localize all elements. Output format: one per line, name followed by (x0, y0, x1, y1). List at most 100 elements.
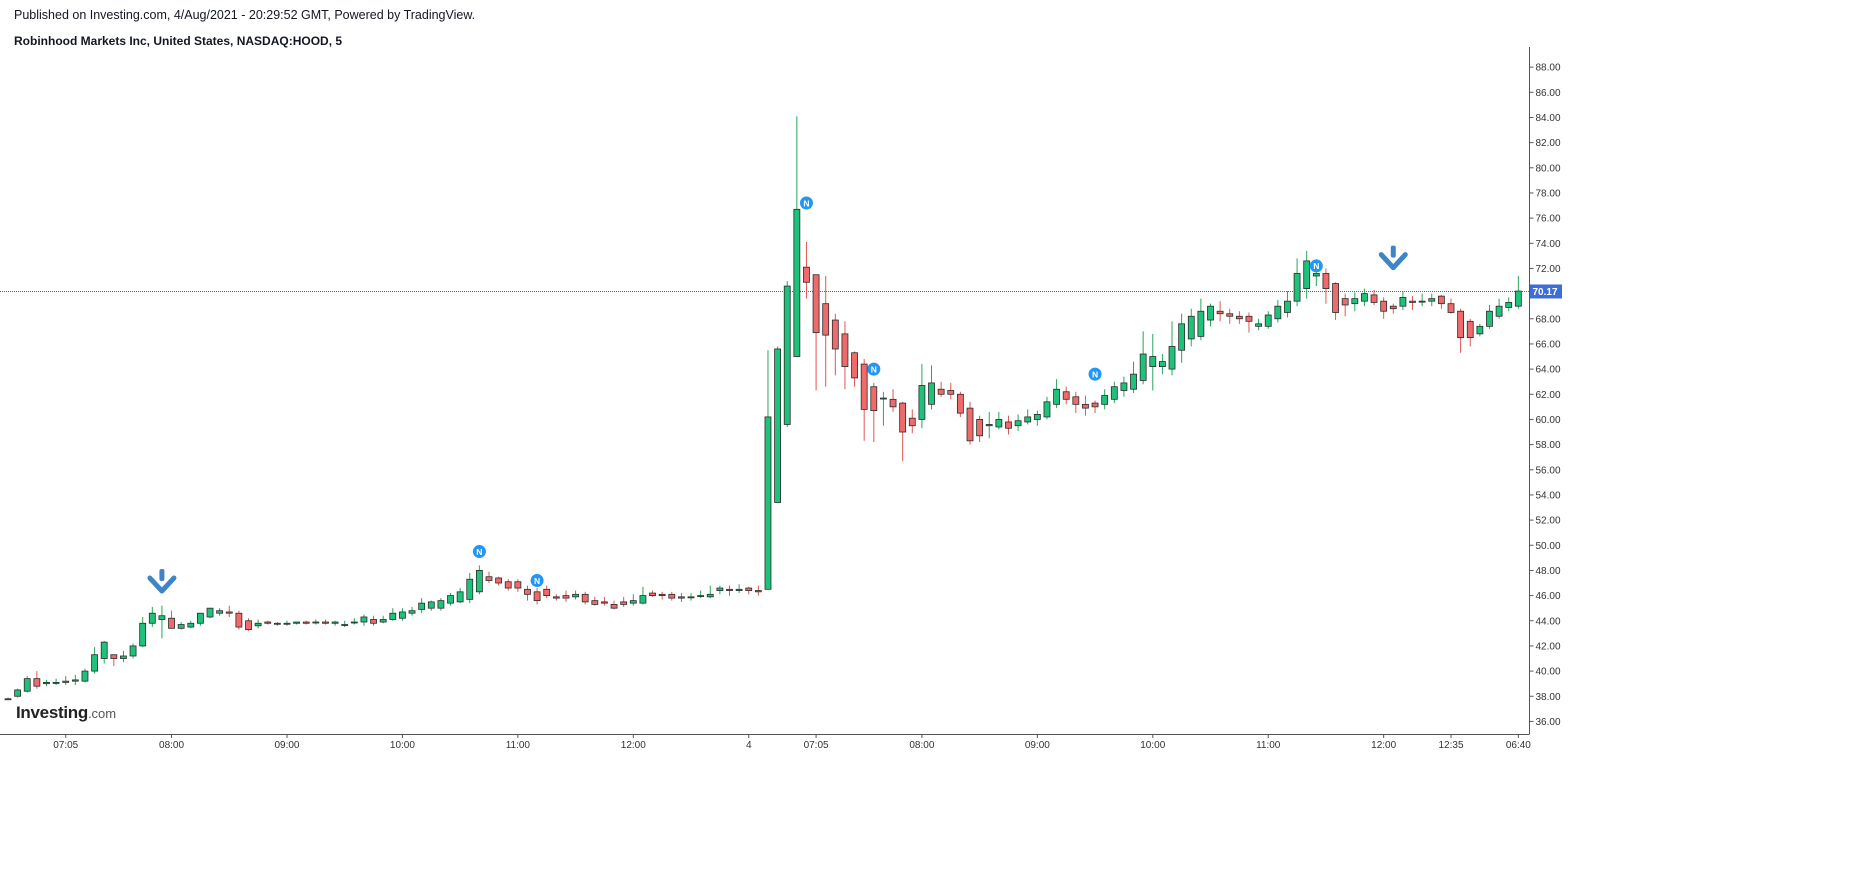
candle-body (456, 591, 464, 603)
candle (139, 616, 147, 648)
news-marker-icon[interactable]: N (867, 362, 881, 376)
candle-body (1216, 310, 1224, 315)
news-marker-icon[interactable]: N (472, 545, 486, 559)
candle-body (360, 616, 368, 623)
y-tick-label: 88.00 (1536, 63, 1561, 74)
candle-body (1235, 315, 1243, 320)
candle (14, 688, 22, 698)
news-marker-icon[interactable]: N (799, 196, 813, 210)
candle (908, 409, 916, 434)
candle (658, 591, 666, 600)
news-marker-label: N (803, 198, 809, 208)
candle (475, 565, 483, 595)
candle-body (658, 593, 666, 596)
x-tick-label: 11:00 (506, 740, 531, 751)
candle (379, 615, 387, 624)
news-marker-label: N (534, 576, 540, 586)
candle (928, 365, 935, 410)
candle-body (1332, 283, 1339, 313)
candle-body (918, 385, 926, 420)
candle-body (966, 407, 974, 442)
candle (1168, 321, 1176, 376)
candle (360, 614, 368, 626)
candle-body (1024, 416, 1032, 423)
x-tick-label: 08:00 (909, 740, 934, 751)
candle (976, 415, 984, 443)
candle-body (322, 621, 329, 624)
candle-body (1043, 401, 1051, 418)
candle (302, 620, 310, 625)
y-tick-label: 74.00 (1536, 239, 1561, 250)
candle-body (956, 393, 964, 414)
price-axis[interactable]: 36.00 38.00 40.00 42.00 44.00 46.00 48.00 50.00… (1529, 63, 1561, 728)
candle-body (216, 610, 224, 614)
candle-body (783, 285, 791, 425)
candle-body (399, 611, 406, 619)
candle-body (1139, 353, 1147, 381)
candle (533, 588, 541, 605)
candle-body (803, 266, 810, 283)
candle (726, 585, 733, 596)
candle (283, 620, 291, 626)
x-tick-label: 11:00 (1256, 740, 1281, 751)
candle (1110, 381, 1118, 404)
candle (495, 576, 503, 586)
x-tick-label: 12:00 (1371, 740, 1396, 751)
candle-body (908, 417, 916, 427)
y-tick-label: 62.00 (1536, 390, 1561, 401)
logo-suffix-text: .com (87, 706, 117, 721)
time-axis[interactable]: 07:05 08:00 09:00 10:00 11:00 12:00 4 07:05 08:0… (53, 734, 1531, 751)
candle (1293, 258, 1301, 307)
candle-body (543, 588, 551, 596)
news-marker-label: N (1313, 261, 1319, 271)
candle (1505, 297, 1513, 312)
news-marker-label: N (1092, 369, 1098, 379)
candle (408, 606, 416, 616)
candle (1447, 298, 1455, 314)
candle (610, 600, 618, 610)
news-marker-circle (867, 362, 881, 376)
candle (168, 610, 175, 629)
news-marker-icon[interactable]: N (530, 573, 544, 587)
candle-body (302, 621, 310, 624)
y-tick-label: 68.00 (1536, 314, 1561, 325)
candle (1245, 312, 1253, 333)
arrow-head (147, 575, 177, 594)
candle-body (1447, 303, 1455, 313)
arrow-shaft (1390, 245, 1396, 258)
candle-body (4, 698, 12, 701)
candle (831, 313, 839, 376)
y-tick-label: 66.00 (1536, 339, 1561, 350)
candle (995, 411, 1003, 430)
candle-body (81, 670, 89, 682)
y-tick-label: 72.00 (1536, 264, 1561, 275)
arrow-shaft (159, 569, 165, 582)
candle-body (1322, 273, 1330, 289)
candle-body (427, 601, 435, 609)
candle-body (880, 397, 887, 400)
candle-body (1072, 396, 1080, 405)
news-marker-circle (530, 573, 544, 587)
x-tick-label: 06:40 (1506, 740, 1531, 751)
candle-body (524, 588, 531, 595)
candle-body (562, 595, 570, 599)
candle-body (1380, 300, 1388, 312)
candle-body (148, 612, 156, 624)
candle-body (33, 678, 41, 687)
candle (33, 671, 41, 689)
candle (52, 678, 60, 685)
candle-body (52, 682, 60, 684)
candle (177, 622, 185, 630)
news-marker-icon[interactable]: N (1309, 259, 1323, 273)
candle (1303, 250, 1311, 299)
candle (716, 585, 724, 595)
candle (880, 391, 887, 426)
candle (1159, 354, 1166, 375)
news-marker-icon[interactable]: N (1088, 367, 1102, 381)
candle (668, 591, 676, 601)
news-marker-circle (1309, 259, 1323, 273)
candle (899, 401, 907, 461)
y-tick-label: 36.00 (1536, 717, 1561, 728)
candle (1466, 318, 1474, 347)
